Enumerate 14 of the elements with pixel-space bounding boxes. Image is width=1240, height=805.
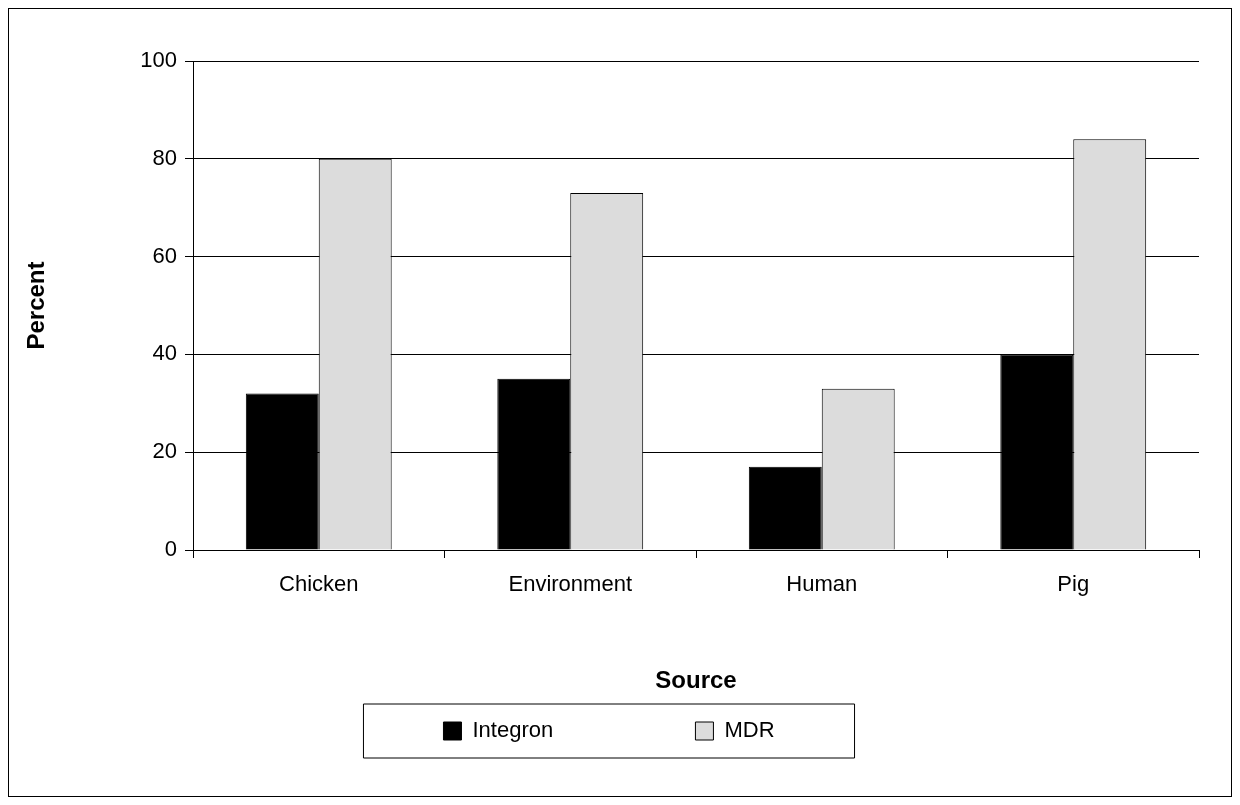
x-tick-label: Human bbox=[786, 571, 858, 597]
y-tick-label: 60 bbox=[152, 242, 177, 268]
y-axis-title: Percent bbox=[22, 261, 50, 350]
y-tick-label: 100 bbox=[140, 47, 177, 73]
y-tick-label: 20 bbox=[152, 438, 177, 464]
legend-label: Integron bbox=[472, 717, 676, 743]
y-tick-label: 0 bbox=[164, 536, 177, 562]
y-tick-label: 80 bbox=[152, 144, 177, 170]
legend-label: MDR bbox=[724, 717, 775, 743]
x-tick-label: Pig bbox=[1057, 571, 1090, 597]
x-axis-title: Source bbox=[655, 666, 737, 694]
x-tick-label: Chicken bbox=[279, 571, 359, 597]
x-tick-label: Environment bbox=[508, 571, 633, 597]
y-tick-label: 40 bbox=[152, 340, 177, 366]
